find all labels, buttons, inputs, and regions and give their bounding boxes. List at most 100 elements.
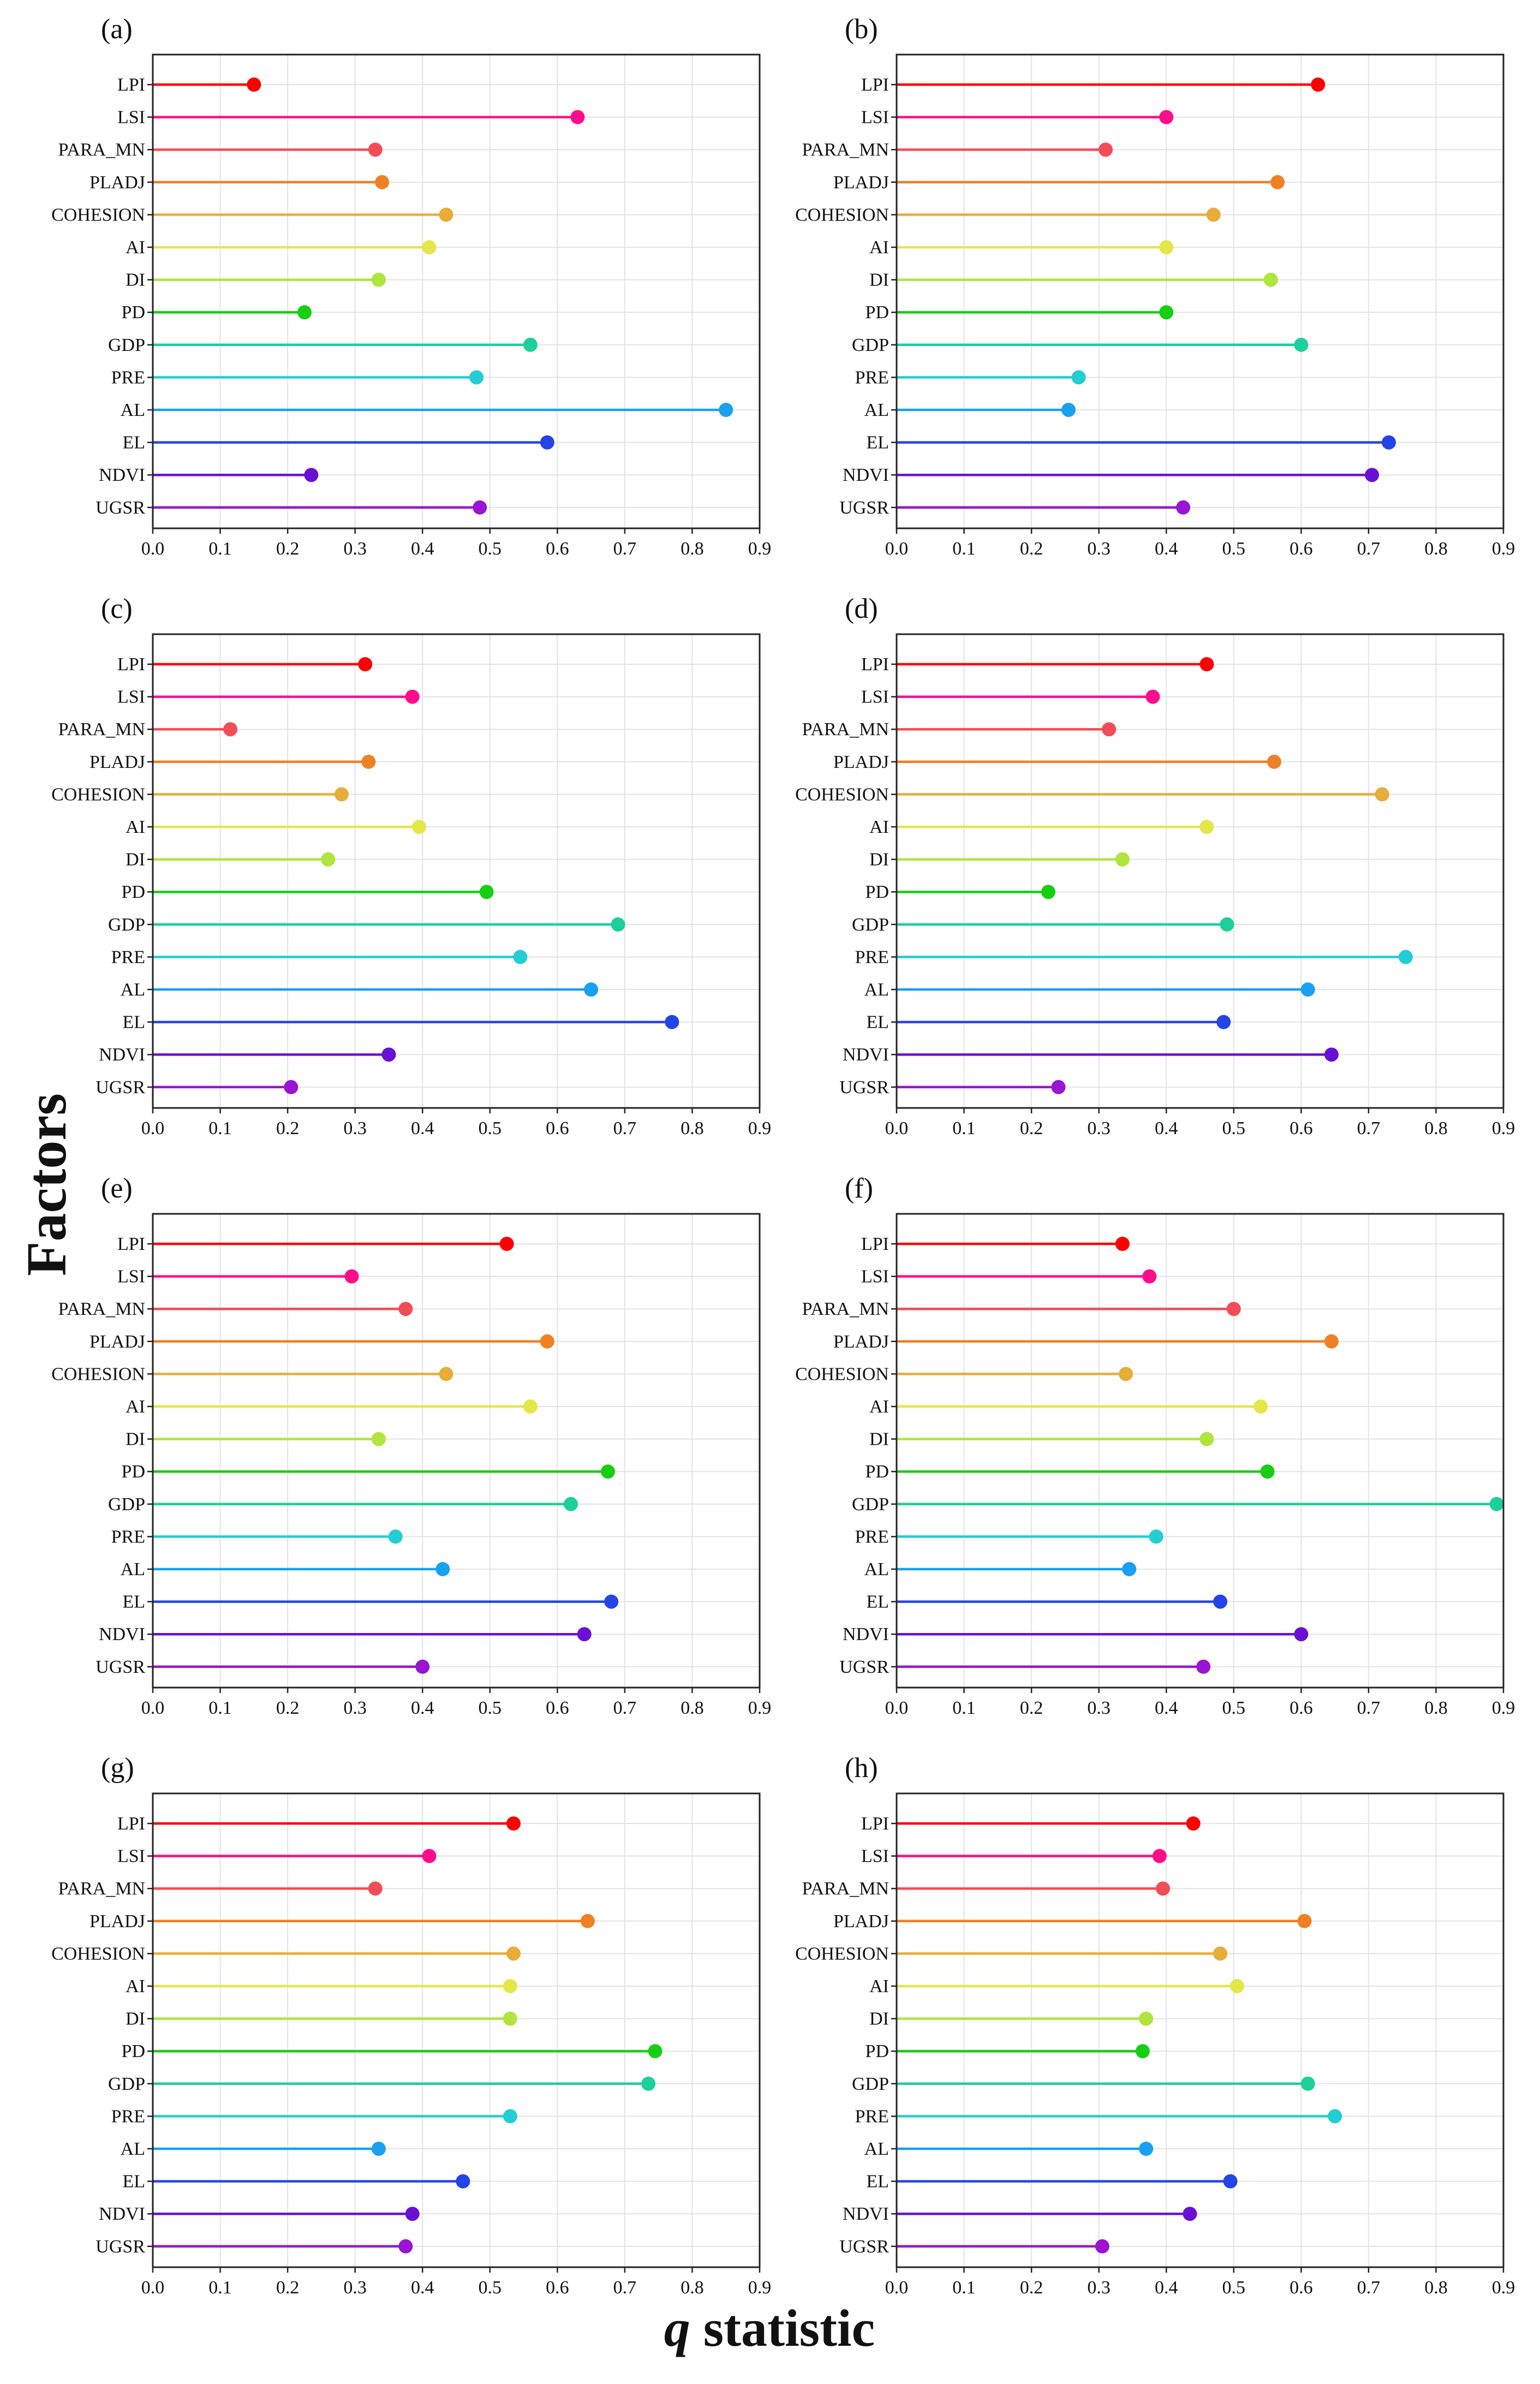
chart-panel-5: LPI LSI PARA_MN PLADJ COHESION AI DI PD GDP PRE AL…	[51, 1173, 771, 1718]
x-tick-label: 0.9	[1492, 2278, 1515, 2298]
y-tick-label: COHESION	[795, 1364, 889, 1384]
lollipop-dot-cohesion	[439, 1367, 453, 1381]
lollipop-dot-ai	[412, 820, 427, 834]
y-tick-label: PARA_MN	[58, 1879, 145, 1899]
lollipop-dot-para_mn	[1099, 142, 1113, 157]
lollipop-dot-lsi	[1152, 1849, 1167, 1863]
x-tick-label: 0.7	[613, 539, 637, 559]
y-tick-label: EL	[122, 2172, 145, 2192]
y-tick-label: UGSR	[95, 1657, 145, 1677]
y-tick-label: PLADJ	[89, 172, 145, 193]
x-tick-label: 0.8	[681, 2278, 704, 2298]
y-tick-label: PLADJ	[833, 1332, 889, 1352]
lollipop-dot-al	[1122, 1562, 1137, 1576]
x-tick-label: 0.5	[1222, 1698, 1246, 1718]
x-tick-label: 0.4	[411, 1118, 434, 1139]
lollipop-dot-di	[1115, 852, 1130, 867]
y-tick-label: LPI	[861, 1814, 889, 1834]
y-tick-label: COHESION	[795, 1944, 889, 1964]
x-tick-label: 0.9	[748, 2278, 772, 2298]
x-tick-label: 0.1	[208, 2278, 232, 2298]
y-tick-label: PARA_MN	[58, 719, 145, 740]
lollipop-dot-ai	[523, 1399, 538, 1414]
y-tick-label: EL	[122, 1592, 145, 1612]
panel-title: (a)	[101, 14, 133, 45]
lollipop-dot-lpi	[506, 1816, 521, 1831]
lollipop-dot-el	[604, 1594, 619, 1609]
lollipop-dot-ndvi	[1365, 468, 1380, 482]
lollipop-dot-pladj	[1324, 1334, 1339, 1349]
y-tick-label: PRE	[855, 947, 889, 967]
lollipop-dot-gdp	[641, 2076, 656, 2091]
panel-title: (b)	[845, 14, 878, 45]
lollipop-dot-para_mn	[1226, 1302, 1241, 1316]
y-tick-label: GDP	[852, 1494, 889, 1515]
x-tick-label: 0.6	[1290, 1698, 1313, 1718]
x-tick-label: 0.0	[141, 539, 165, 559]
y-tick-label: NDVI	[99, 465, 145, 485]
lollipop-dot-ai	[503, 1979, 517, 1993]
y-tick-label: AL	[864, 400, 889, 420]
lollipop-dot-lpi	[247, 78, 261, 92]
y-tick-label: DI	[869, 270, 889, 290]
x-tick-label: 0.9	[748, 1698, 772, 1718]
lollipop-dot-pd	[1260, 1464, 1275, 1479]
lollipop-dot-pre	[1328, 2109, 1342, 2124]
y-tick-label: DI	[126, 270, 145, 290]
y-tick-label: AL	[121, 980, 145, 1000]
lollipop-dot-lpi	[1186, 1816, 1201, 1831]
y-tick-label: PRE	[111, 367, 145, 388]
x-tick-label: 0.1	[208, 1118, 232, 1139]
lollipop-dot-lsi	[570, 110, 585, 124]
lollipop-dot-pre	[469, 370, 484, 385]
lollipop-dot-ugsr	[398, 2239, 413, 2254]
panel-title: (g)	[101, 1753, 134, 1784]
y-tick-label: DI	[126, 850, 145, 870]
x-tick-label: 0.3	[1087, 1698, 1111, 1718]
y-tick-label: EL	[866, 1012, 889, 1033]
x-tick-label: 0.3	[1087, 539, 1111, 559]
y-tick-label: COHESION	[51, 1944, 145, 1964]
y-tick-label: GDP	[108, 1494, 145, 1515]
lollipop-dot-pladj	[1267, 754, 1281, 769]
lollipop-dot-cohesion	[334, 787, 349, 802]
lollipop-dot-lpi	[358, 657, 373, 671]
lollipop-dot-ai	[1254, 1399, 1268, 1414]
chart-panel-4: LPI LSI PARA_MN PLADJ COHESION AI DI PD GDP PRE AL…	[795, 593, 1515, 1139]
y-tick-label: PARA_MN	[802, 1879, 889, 1899]
y-tick-label: LSI	[117, 108, 145, 128]
lollipop-dot-ndvi	[304, 468, 319, 482]
lollipop-dot-pladj	[361, 754, 376, 769]
x-tick-label: 0.7	[613, 2278, 637, 2298]
panel-title: (f)	[845, 1173, 873, 1204]
x-tick-label: 0.9	[748, 1118, 772, 1139]
lollipop-dot-di	[321, 852, 336, 867]
y-tick-label: GDP	[108, 2074, 145, 2094]
y-tick-label: PARA_MN	[802, 719, 889, 740]
y-tick-label: PLADJ	[833, 172, 889, 193]
lollipop-dot-pladj	[375, 175, 390, 189]
y-tick-label: PLADJ	[833, 752, 889, 772]
y-tick-label: PD	[122, 882, 145, 902]
lollipop-dot-cohesion	[1375, 787, 1389, 802]
x-tick-label: 0.1	[952, 1118, 976, 1139]
y-tick-label: PARA_MN	[58, 1299, 145, 1319]
y-tick-label: LSI	[861, 687, 889, 707]
y-tick-label: DI	[126, 2009, 145, 2029]
x-tick-label: 0.2	[1020, 539, 1043, 559]
lollipop-dot-pre	[388, 1529, 403, 1544]
x-axis-title-rest: statistic	[690, 2299, 875, 2357]
x-tick-label: 0.8	[681, 539, 704, 559]
x-axis-title: q statistic	[578, 2298, 960, 2374]
y-tick-label: AL	[864, 2139, 889, 2159]
lollipop-dot-lsi	[1142, 1269, 1157, 1284]
x-tick-label: 0.2	[1020, 2278, 1043, 2298]
x-tick-label: 0.5	[479, 2278, 502, 2298]
x-tick-label: 0.3	[343, 2278, 367, 2298]
lollipop-dot-ai	[1199, 820, 1214, 834]
lollipop-dot-pd	[601, 1464, 615, 1479]
x-tick-label: 0.8	[681, 1118, 704, 1139]
x-tick-label: 0.0	[141, 1118, 165, 1139]
y-tick-label: AI	[869, 1976, 889, 1996]
y-tick-label: UGSR	[839, 1657, 889, 1677]
